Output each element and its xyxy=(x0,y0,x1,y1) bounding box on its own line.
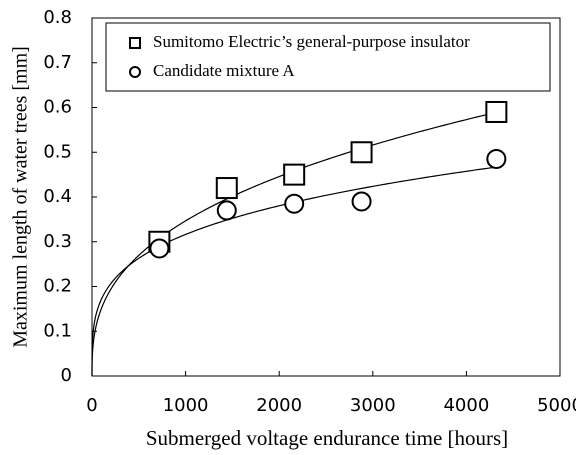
legend-box xyxy=(105,22,551,92)
legend-label: Candidate mixture A xyxy=(153,61,295,80)
point xyxy=(486,148,507,169)
point xyxy=(216,200,237,221)
y-tick-label: 0.7 xyxy=(43,52,72,73)
point xyxy=(215,177,238,200)
legend-marker xyxy=(129,66,141,78)
trend-line xyxy=(91,166,497,377)
x-tick-label: 1000 xyxy=(163,395,209,416)
x-axis-label: Submerged voltage endurance time [hours] xyxy=(146,426,508,450)
x-tick-label: 0 xyxy=(86,395,97,416)
point xyxy=(149,238,170,259)
point xyxy=(284,193,305,214)
y-tick-label: 0.2 xyxy=(43,276,72,297)
x-tick-label: 4000 xyxy=(443,395,489,416)
y-tick-label: 0.3 xyxy=(43,231,72,252)
x-tick-label: 3000 xyxy=(350,395,396,416)
point xyxy=(351,191,372,212)
point xyxy=(485,100,508,123)
trend-line xyxy=(91,111,497,377)
y-tick-label: 0.6 xyxy=(43,97,72,118)
x-tick-label: 2000 xyxy=(256,395,302,416)
point xyxy=(350,141,373,164)
legend-label: Sumitomo Electric’s general-purpose insu… xyxy=(153,32,470,51)
y-axis-label: Maximum length of water trees [mm] xyxy=(10,46,32,348)
y-tick-label: 0.1 xyxy=(43,320,72,341)
y-tick-label: 0.8 xyxy=(43,7,72,28)
legend-marker xyxy=(129,37,141,49)
y-tick-label: 0.4 xyxy=(43,186,72,207)
point xyxy=(283,163,306,186)
y-tick-label: 0 xyxy=(61,365,72,386)
y-tick-label: 0.5 xyxy=(43,141,72,162)
